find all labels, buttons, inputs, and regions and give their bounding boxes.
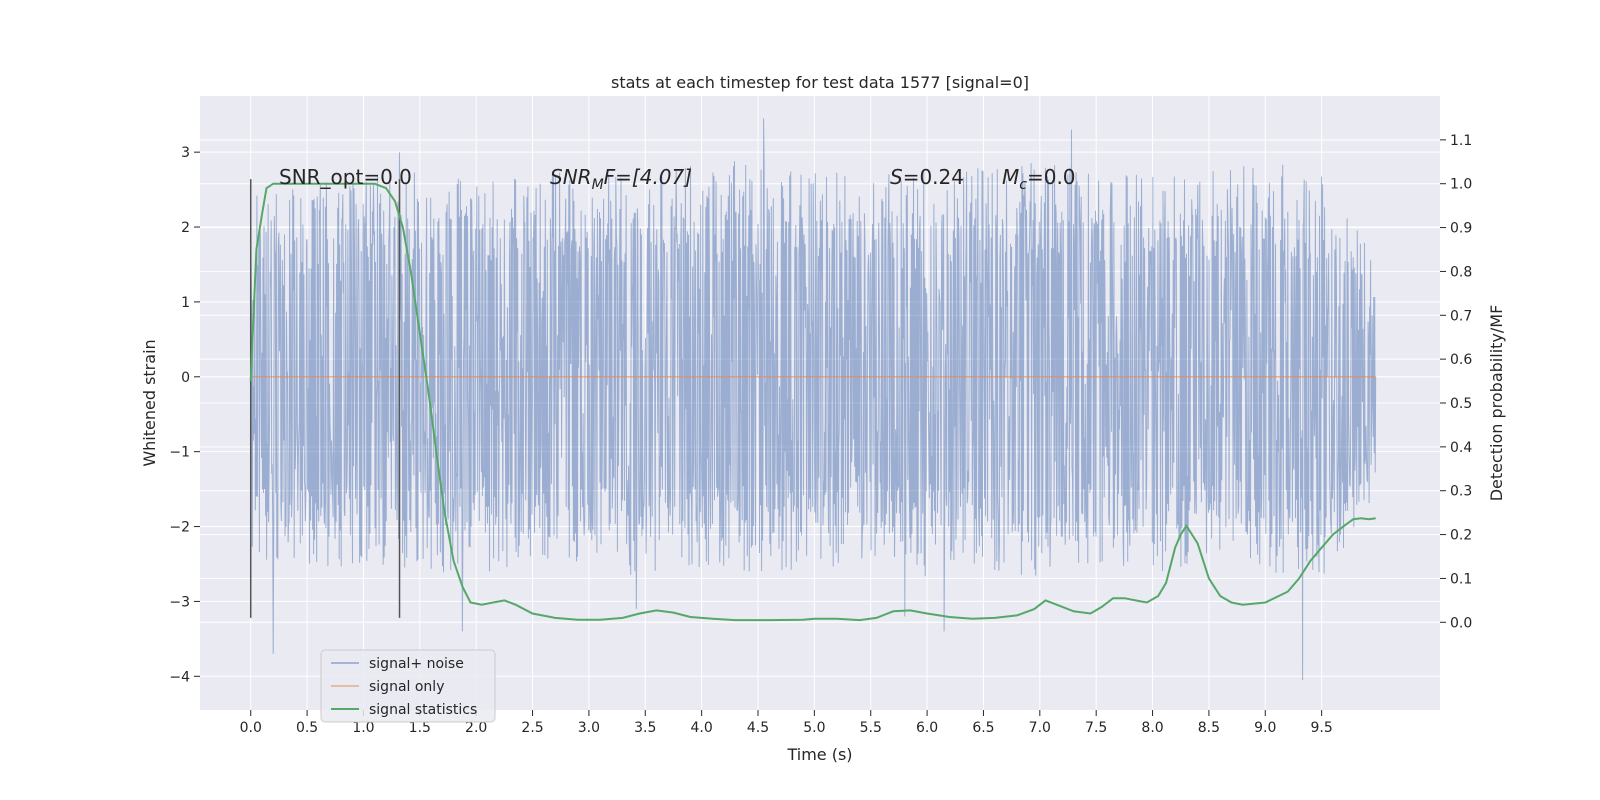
signal-plus-noise-line [250,118,1377,681]
y2-tick-label: 1.1 [1450,133,1472,149]
y-tick-label: −3 [169,594,190,610]
x-tick-label: 2.5 [521,720,543,736]
y2-tick-label: 0.9 [1450,221,1472,237]
y-ticks: 3 2 1 0 −1 −2 −3 −4 [169,145,200,685]
vertical-markers [249,179,401,618]
x-tick-label: 9.5 [1311,720,1333,736]
annotation-snr-opt: SNR_opt=0.0 [279,165,412,189]
y2-tick-label: 0.7 [1450,308,1472,324]
y2-tick-label: 0.4 [1450,440,1472,456]
x-tick-label: 7.5 [1085,720,1107,736]
signal-statistics-line [249,182,1376,622]
x-tick-label: 9.0 [1254,720,1276,736]
y2-tick-label: 1.0 [1450,177,1472,193]
y-tick-label: 1 [181,295,190,311]
x-tick-label: 7.0 [1029,720,1051,736]
x-tick-label: 5.5 [860,720,882,736]
y-tick-label: 0 [181,370,190,386]
legend-label-noise: signal+ noise [369,656,464,672]
legend-box [320,649,496,723]
x-tick-label: 4.5 [747,720,769,736]
x-tick-label: 6.5 [972,720,994,736]
annotation-mc: Mc=0.0 [1002,165,1076,193]
y2-tick-label: 0.8 [1450,264,1472,280]
y-tick-label: −1 [169,445,190,461]
annotation-s: S=0.24 [890,165,964,189]
x-tick-label: 3.0 [578,720,600,736]
chart-title: stats at each timestep for test data 157… [611,73,1029,92]
y2-tick-label: 0.3 [1450,484,1472,500]
x-tick-label: 8.5 [1198,720,1220,736]
legend: signal+ noise signal only signal statist… [320,649,496,723]
y2-tick-label: 0.0 [1450,615,1472,631]
x-tick-label: 5.0 [803,720,825,736]
y-tick-label: −4 [169,669,190,685]
annotation-snr-mf: SNRMF=[4.07] [550,165,692,193]
x-tick-label: 2.0 [465,720,487,736]
legend-label-stats: signal statistics [369,702,477,718]
x-tick-label: 6.0 [916,720,938,736]
y-tick-label: 2 [181,220,190,236]
legend-label-signal: signal only [369,679,444,695]
y-tick-label: 3 [181,145,190,161]
x-tick-label: 4.0 [691,720,713,736]
x-tick-label: 0.5 [296,720,318,736]
x-axis-label: Time (s) [786,745,852,764]
y2-tick-label: 0.1 [1450,571,1472,587]
y2-tick-label: 0.6 [1450,352,1472,368]
y2-tick-label: 0.2 [1450,528,1472,544]
signal-statistics-series [249,182,1376,622]
signal-plus-noise-series [250,118,1377,681]
x-tick-label: 1.5 [409,720,431,736]
y2-tick-label: 0.5 [1450,396,1472,412]
y2-ticks: 1.1 1.0 0.9 0.8 0.7 0.6 0.5 0.4 0.3 0.2 0.1 0.0 [1440,133,1472,631]
x-tick-label: 0.0 [240,720,262,736]
y2-axis-label: Detection probability/MF [1487,305,1506,502]
y-axis-label: Whitened strain [140,339,159,466]
x-ticks: 0.0 0.5 1.0 1.5 2.0 2.5 3.0 3.5 4.0 4.5 5.0 5.5 6.0 6… [240,710,1333,736]
x-tick-label: 1.0 [352,720,374,736]
y-tick-label: −2 [169,520,190,536]
x-tick-label: 3.5 [634,720,656,736]
x-tick-label: 8.0 [1141,720,1163,736]
